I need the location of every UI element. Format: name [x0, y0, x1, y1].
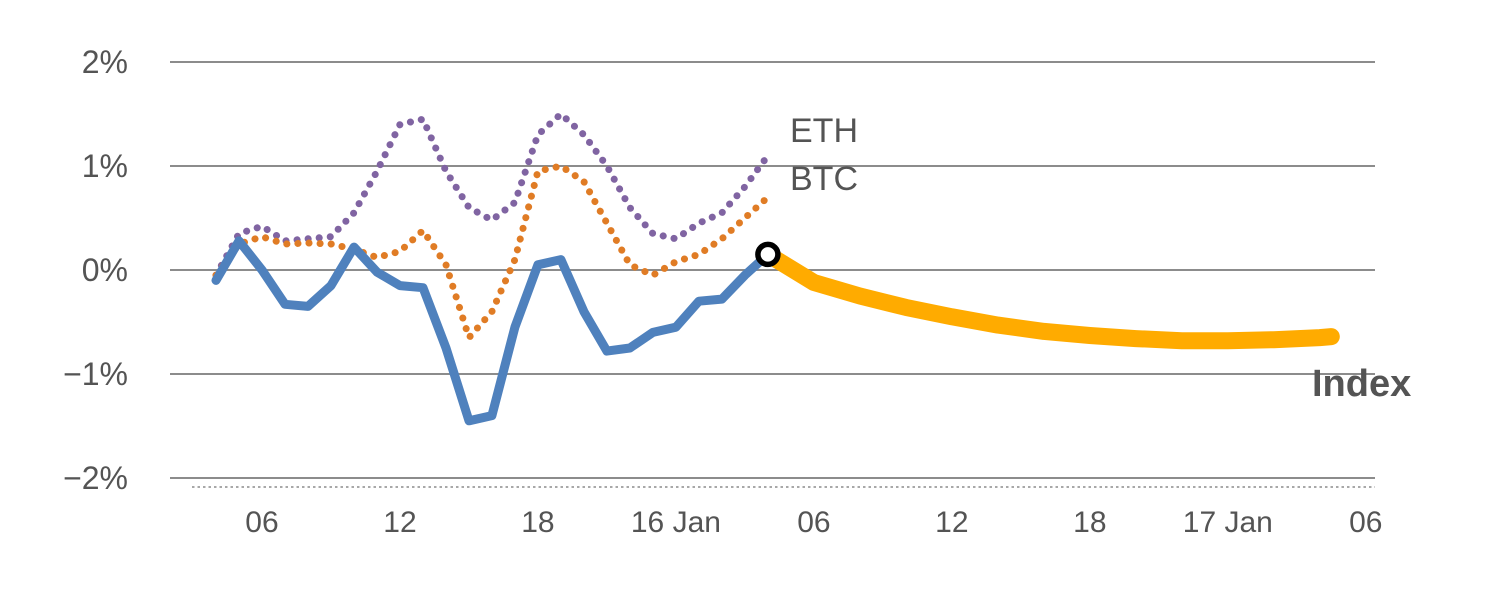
gridlines — [170, 61, 1375, 479]
series-line-btc — [212, 162, 772, 342]
x-tick-label: 16 Jan — [631, 506, 721, 539]
x-axis: 06 12 18 16 Jan 06 12 18 17 Jan 06 — [192, 486, 1382, 539]
y-tick-label: −1% — [63, 356, 128, 392]
btc-series-label: BTC — [790, 160, 858, 198]
y-tick-label: 0% — [82, 252, 128, 288]
x-tick-label: 06 — [245, 506, 278, 539]
x-tick-label: 12 — [935, 506, 968, 539]
x-tick-label: 06 — [797, 506, 830, 539]
forecast-start-marker-group — [755, 241, 781, 268]
series-line-index — [211, 236, 773, 426]
x-tick-label: 17 Jan — [1183, 506, 1273, 539]
index-series-label: Index — [1312, 363, 1411, 405]
y-axis-labels: 2% 1% 0% −1% −2% — [63, 44, 128, 496]
forecast-start-marker — [755, 241, 781, 268]
series-line-index-forecast — [759, 245, 1340, 350]
y-tick-label: 1% — [82, 148, 128, 184]
y-tick-label: −2% — [63, 460, 128, 496]
series-line-eth — [212, 110, 772, 279]
series-lines — [211, 110, 1340, 426]
y-tick-label: 2% — [82, 44, 128, 80]
x-tick-label: 06 — [1349, 506, 1382, 539]
eth-series-label: ETH — [790, 112, 858, 150]
x-tick-label: 18 — [521, 506, 554, 539]
x-tick-label: 18 — [1073, 506, 1106, 539]
x-tick-label: 12 — [383, 506, 416, 539]
